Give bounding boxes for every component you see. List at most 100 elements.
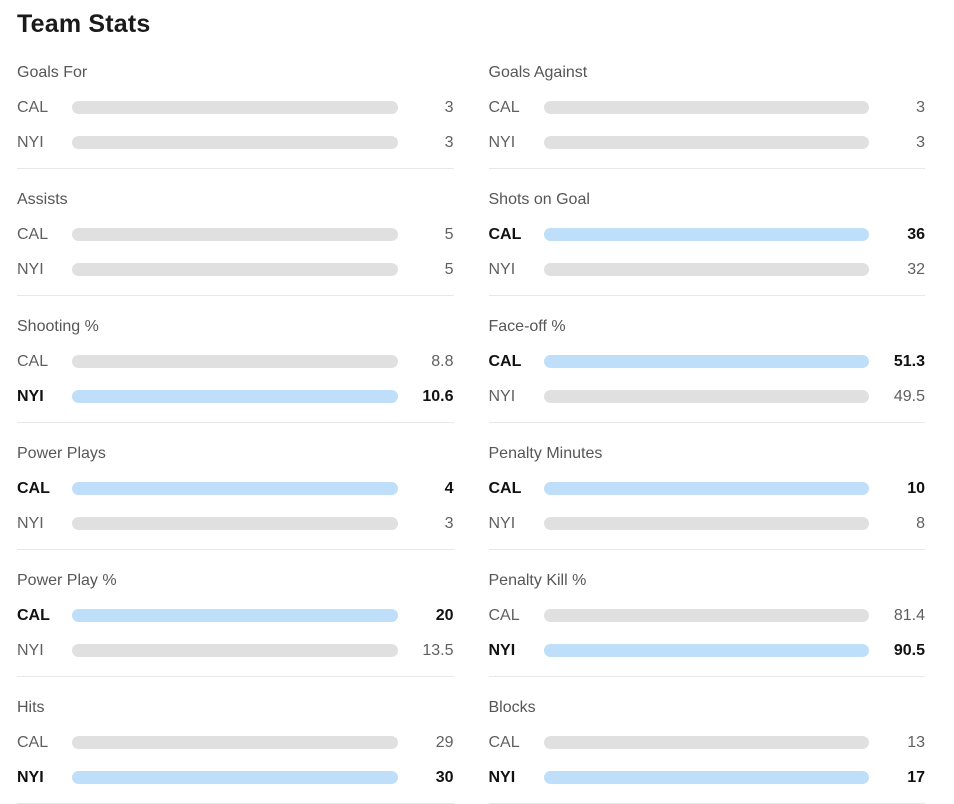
team-stat-row: CAL 4 bbox=[17, 471, 454, 506]
stat-value: 81.4 bbox=[893, 606, 925, 624]
stat-bar-track bbox=[543, 355, 869, 368]
team-stat-row: CAL 3 bbox=[489, 90, 926, 125]
stat-bar-track bbox=[72, 609, 398, 622]
stat-bar-track bbox=[543, 390, 869, 403]
team-abbrev: NYI bbox=[488, 133, 516, 151]
team-stat-row: CAL 29 bbox=[17, 725, 454, 760]
team-stat-row: NYI 10.6 bbox=[17, 379, 454, 414]
stat-rows: CAL 51.3 NYI 49.5 bbox=[489, 344, 926, 414]
stat-value: 32 bbox=[907, 260, 925, 278]
team-abbrev: CAL bbox=[17, 98, 49, 116]
stat-bar-track bbox=[72, 263, 398, 276]
team-stat-row: CAL 8.8 bbox=[17, 344, 454, 379]
team-stat-row: NYI 32 bbox=[489, 252, 926, 287]
stat-value: 5 bbox=[444, 225, 454, 243]
section-divider bbox=[488, 676, 925, 677]
stat-section: Shots on Goal CAL 36 NYI 32 bbox=[488, 169, 926, 296]
team-abbrev: NYI bbox=[17, 768, 44, 786]
section-divider bbox=[488, 168, 925, 169]
section-divider bbox=[488, 549, 925, 550]
stat-value: 3 bbox=[916, 98, 925, 116]
stat-section: Shooting % CAL 8.8 NYI 10.6 bbox=[17, 296, 454, 423]
stat-value: 49.5 bbox=[893, 387, 925, 405]
team-abbrev: NYI bbox=[488, 387, 516, 405]
team-abbrev: CAL bbox=[488, 352, 522, 370]
stat-bar-track bbox=[72, 136, 398, 149]
stats-grid: Goals For CAL 3 NYI 3 Assists CAL 5 NYI … bbox=[17, 42, 925, 804]
stat-section-title: Assists bbox=[17, 191, 68, 208]
team-stat-row: NYI 3 bbox=[489, 125, 926, 160]
stat-bar-track bbox=[543, 609, 869, 622]
team-stat-row: NYI 8 bbox=[489, 506, 926, 541]
stats-column-left: Goals For CAL 3 NYI 3 Assists CAL 5 NYI … bbox=[17, 42, 454, 804]
team-stat-row: NYI 90.5 bbox=[489, 633, 926, 668]
stat-section-title: Shots on Goal bbox=[488, 191, 590, 208]
stat-value: 3 bbox=[444, 98, 454, 116]
section-divider bbox=[17, 168, 454, 169]
stat-rows: CAL 4 NYI 3 bbox=[17, 471, 454, 541]
section-divider bbox=[488, 295, 925, 296]
stat-rows: CAL 29 NYI 30 bbox=[17, 725, 454, 795]
team-abbrev: NYI bbox=[17, 514, 44, 532]
stat-value: 10.6 bbox=[422, 387, 454, 405]
stat-section-title: Power Play % bbox=[17, 572, 117, 589]
stat-section: Goals Against CAL 3 NYI 3 bbox=[488, 42, 926, 169]
team-abbrev: NYI bbox=[488, 641, 516, 659]
team-stat-row: NYI 3 bbox=[17, 125, 454, 160]
stat-bar-track bbox=[72, 771, 398, 784]
stat-rows: CAL 10 NYI 8 bbox=[489, 471, 926, 541]
team-stat-row: NYI 49.5 bbox=[489, 379, 926, 414]
stat-section-title: Power Plays bbox=[17, 445, 106, 462]
stat-value: 3 bbox=[444, 133, 454, 151]
team-abbrev: CAL bbox=[17, 733, 49, 751]
team-abbrev: NYI bbox=[17, 641, 44, 659]
stat-bar-track bbox=[543, 101, 869, 114]
stat-section-title: Blocks bbox=[488, 699, 536, 716]
stat-section: Power Play % CAL 20 NYI 13.5 bbox=[17, 550, 454, 677]
stat-value: 51.3 bbox=[893, 352, 925, 370]
stat-section: Face-off % CAL 51.3 NYI 49.5 bbox=[488, 296, 926, 423]
stat-section: Assists CAL 5 NYI 5 bbox=[17, 169, 454, 296]
stat-value: 8.8 bbox=[431, 352, 454, 370]
team-stat-row: NYI 30 bbox=[17, 760, 454, 795]
team-abbrev: NYI bbox=[17, 387, 44, 405]
stat-section: Penalty Minutes CAL 10 NYI 8 bbox=[488, 423, 926, 550]
stat-bar-track bbox=[543, 136, 869, 149]
team-stat-row: CAL 13 bbox=[489, 725, 926, 760]
stat-bar-track bbox=[72, 517, 398, 530]
stat-value: 13 bbox=[907, 733, 925, 751]
team-stat-row: CAL 36 bbox=[489, 217, 926, 252]
team-abbrev: CAL bbox=[488, 479, 522, 497]
stat-value: 3 bbox=[916, 133, 925, 151]
team-stat-row: CAL 20 bbox=[17, 598, 454, 633]
section-divider bbox=[17, 422, 454, 423]
stat-section-title: Penalty Kill % bbox=[488, 572, 587, 589]
stat-bar-track bbox=[543, 517, 869, 530]
page-title: Team Stats bbox=[17, 10, 151, 38]
stat-bar-track bbox=[543, 644, 869, 657]
stat-value: 20 bbox=[435, 606, 454, 624]
team-stat-row: CAL 81.4 bbox=[489, 598, 926, 633]
stat-section: Penalty Kill % CAL 81.4 NYI 90.5 bbox=[488, 550, 926, 677]
team-stat-row: CAL 10 bbox=[489, 471, 926, 506]
stat-rows: CAL 5 NYI 5 bbox=[17, 217, 454, 287]
section-divider bbox=[17, 549, 454, 550]
team-abbrev: CAL bbox=[488, 606, 520, 624]
stat-bar-track bbox=[72, 736, 398, 749]
team-stat-row: CAL 5 bbox=[17, 217, 454, 252]
team-abbrev: NYI bbox=[488, 768, 516, 786]
stat-rows: CAL 3 NYI 3 bbox=[17, 90, 454, 160]
stat-rows: CAL 81.4 NYI 90.5 bbox=[489, 598, 926, 668]
stat-value: 3 bbox=[444, 514, 454, 532]
team-abbrev: CAL bbox=[488, 98, 520, 116]
stat-rows: CAL 13 NYI 17 bbox=[489, 725, 926, 795]
section-divider bbox=[488, 422, 925, 423]
stat-bar-track bbox=[543, 263, 869, 276]
stat-bar-track bbox=[543, 736, 869, 749]
stat-bar-track bbox=[72, 482, 398, 495]
stat-bar-track bbox=[543, 771, 869, 784]
team-abbrev: CAL bbox=[17, 606, 50, 624]
stat-value: 10 bbox=[907, 479, 925, 497]
team-abbrev: CAL bbox=[17, 479, 50, 497]
stat-value: 5 bbox=[444, 260, 454, 278]
